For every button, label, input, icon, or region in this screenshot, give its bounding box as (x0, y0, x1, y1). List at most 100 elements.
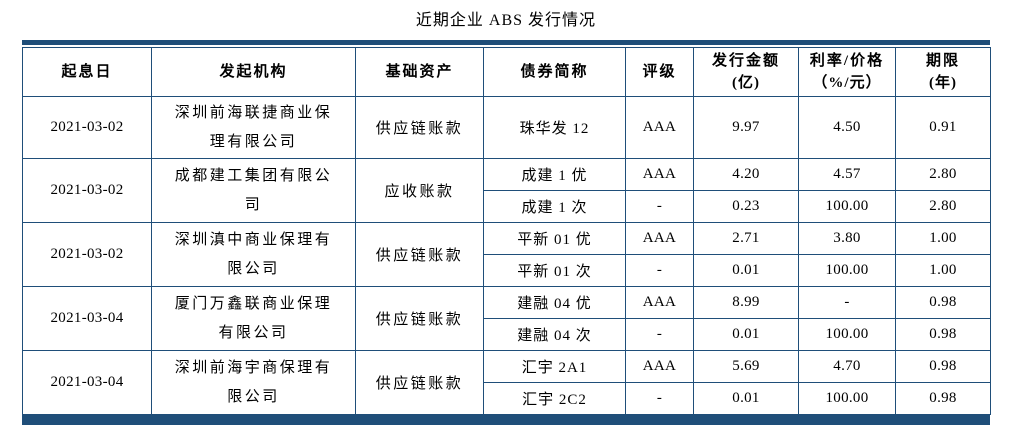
cell-issue-amount: 0.01 (693, 254, 799, 287)
cell-term: 0.98 (895, 350, 991, 383)
page-title: 近期企业 ABS 发行情况 (415, 12, 597, 29)
header-label: 评级 (642, 64, 677, 80)
cell-issue-amount: 4.20 (693, 158, 799, 191)
cell-term: 0.98 (895, 286, 991, 319)
bond-name-text: 汇宇 2A1 (521, 360, 588, 376)
cell-bond-name: 汇宇 2C2 (483, 382, 626, 415)
underlying-asset-text: 供应链账款 (375, 376, 464, 392)
header-sublabel: （%/元） (812, 75, 882, 91)
column-header-underlying-asset: 基础资产 (355, 47, 484, 97)
underlying-asset-text: 供应链账款 (375, 312, 464, 328)
cell-bond-name: 建融 04 优 (483, 286, 626, 319)
cell-rate-price: 4.50 (798, 96, 896, 159)
issue-amount-text: 9.97 (732, 119, 760, 135)
cell-rate-price: 3.80 (798, 222, 896, 255)
rating-text: - (656, 390, 663, 406)
table-body: 2021-03-02 深圳前海联捷商业保理有限公司 供应链账款 珠华发 12 AAA 9.… (22, 96, 991, 415)
term-text: 1.00 (929, 262, 957, 278)
cell-bond-name: 建融 04 次 (483, 318, 626, 351)
value-date-text: 2021-03-04 (50, 374, 124, 390)
originator-text: 成都建工集团有限公司 (174, 167, 333, 213)
header-row: 起息日 发起机构 基础资产 债券简称 评级 发行金额 (亿) 利率/价格 （%/元） 期限 (年) (22, 47, 991, 97)
cell-bond-name: 珠华发 12 (483, 96, 626, 159)
column-header-bond-name: 债券简称 (483, 47, 626, 97)
rate-price-text: 100.00 (825, 390, 869, 406)
cell-issue-amount: 0.01 (693, 382, 799, 415)
term-text: 0.98 (929, 390, 957, 406)
header-sublabel: (亿) (732, 75, 760, 91)
cell-term: 0.91 (895, 96, 991, 159)
table-row: 平新 01 次 - 0.01 100.00 1.00 (23, 254, 991, 287)
bond-name-text: 平新 01 优 (517, 232, 592, 248)
header-label: 期限 (925, 53, 960, 69)
table-row: 2021-03-04 深圳前海宇商保理有限公司 供应链账款 汇宇 2A1 AAA 5.69… (22, 350, 991, 415)
rate-price-text: 4.70 (833, 358, 861, 374)
cell-rating: AAA (625, 222, 694, 255)
column-header-term: 期限 (年) (895, 47, 991, 97)
cell-rating: AAA (625, 158, 694, 191)
bond-name-text: 珠华发 12 (519, 121, 590, 137)
issue-amount-text: 0.01 (732, 262, 760, 278)
rating-text: - (656, 198, 663, 214)
originator-text: 深圳滇中商业保理有限公司 (174, 231, 333, 277)
cell-rating: - (625, 190, 694, 223)
cell-value-date: 2021-03-04 (22, 286, 152, 351)
cell-issue-amount: 5.69 (693, 350, 799, 383)
rating-text: AAA (642, 230, 677, 246)
cell-rating: AAA (625, 350, 694, 383)
cell-value-date: 2021-03-04 (22, 350, 152, 415)
cell-bond-name: 成建 1 次 (483, 190, 626, 223)
issue-amount-text: 0.01 (732, 390, 760, 406)
header-label: 基础资产 (385, 64, 454, 80)
cell-term: 1.00 (895, 222, 991, 255)
table-row: 2021-03-02 深圳滇中商业保理有限公司 供应链账款 平新 01 优 AAA 2.7… (22, 222, 991, 287)
bond-name-text: 平新 01 次 (517, 264, 592, 280)
cell-issue-amount: 0.01 (693, 318, 799, 351)
column-header-rate-price: 利率/价格 （%/元） (798, 47, 896, 97)
cell-rating: - (625, 382, 694, 415)
term-text: 0.98 (929, 358, 957, 374)
term-text: 2.80 (929, 166, 957, 182)
bond-name-text: 成建 1 优 (521, 168, 588, 184)
cell-issue-amount: 8.99 (693, 286, 799, 319)
bond-name-text: 建融 04 次 (517, 328, 592, 344)
table-row: 2021-03-02 深圳前海联捷商业保理有限公司 供应链账款 珠华发 12 AAA 9.… (22, 96, 991, 159)
cell-rate-price: 4.70 (798, 350, 896, 383)
cell-rate-price: 4.57 (798, 158, 896, 191)
cell-term: 1.00 (895, 254, 991, 287)
abs-table: 起息日 发起机构 基础资产 债券简称 评级 发行金额 (亿) 利率/价格 （%/元） 期限 (年) … (22, 47, 991, 415)
table-row: 汇宇 2C2 - 0.01 100.00 0.98 (23, 382, 991, 415)
cell-rate-price: 100.00 (798, 318, 896, 351)
cell-originator: 深圳滇中商业保理有限公司 (151, 222, 356, 287)
cell-originator: 深圳前海宇商保理有限公司 (151, 350, 356, 415)
rating-text: AAA (642, 294, 677, 310)
cell-originator: 深圳前海联捷商业保理有限公司 (151, 96, 356, 159)
cell-issue-amount: 0.23 (693, 190, 799, 223)
table-header: 起息日 发起机构 基础资产 债券简称 评级 发行金额 (亿) 利率/价格 （%/元） 期限 (年) (22, 47, 991, 97)
cell-underlying-asset: 供应链账款 (355, 222, 484, 287)
cell-bond-name: 成建 1 优 (483, 158, 626, 191)
header-label: 债券简称 (520, 64, 589, 80)
column-header-issue-amount: 发行金额 (亿) (693, 47, 799, 97)
bond-name-text: 汇宇 2C2 (522, 392, 587, 408)
cell-issue-amount: 9.97 (693, 96, 799, 159)
cell-value-date: 2021-03-02 (22, 222, 152, 287)
column-header-value-date: 起息日 (22, 47, 152, 97)
header-label: 利率/价格 (809, 53, 885, 69)
issue-amount-text: 0.01 (732, 326, 760, 342)
term-text: 0.91 (929, 119, 957, 135)
rating-text: AAA (642, 358, 677, 374)
cell-underlying-asset: 供应链账款 (355, 96, 484, 159)
table-row: 成建 1 次 - 0.23 100.00 2.80 (23, 190, 991, 223)
cell-term: 0.98 (895, 382, 991, 415)
value-date-text: 2021-03-02 (50, 246, 124, 262)
header-label: 发行金额 (711, 53, 780, 69)
cell-rate-price: 100.00 (798, 254, 896, 287)
table-row: 建融 04 次 - 0.01 100.00 0.98 (23, 318, 991, 351)
rate-price-text: - (844, 294, 850, 310)
originator-text: 厦门万鑫联商业保理有限公司 (174, 295, 333, 341)
bond-name-text: 成建 1 次 (521, 200, 588, 216)
table-row: 2021-03-02 成都建工集团有限公司 应收账款 成建 1 优 AAA 4.20 4.5… (22, 158, 991, 223)
header-sublabel: (年) (929, 75, 957, 91)
cell-bond-name: 平新 01 优 (483, 222, 626, 255)
